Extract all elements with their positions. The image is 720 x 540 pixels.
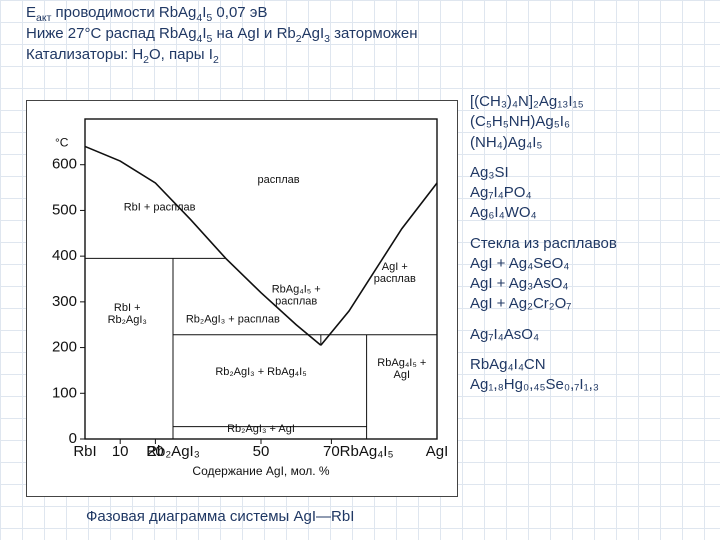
list-item: AgI + Ag₂Cr₂O₇ [470,294,617,314]
svg-text:100: 100 [52,384,77,401]
list-item: Ag₃SI [470,163,617,183]
header-line-3: Катализаторы: H2O, пары I2 [26,46,418,67]
list-item: AgI + Ag₄SeO₄ [470,254,617,274]
svg-text:Rb₂AgI₃: Rb₂AgI₃ [108,314,147,326]
list-item: AgI + Ag₃AsO₄ [470,274,617,294]
list-item: Ag₆I₄WO₄ [470,203,617,223]
list-item: Ag₇I₄PO₄ [470,183,617,203]
compound-list: [(CH₃)₄N]₂Ag₁₃I₁₅ (C₅H₅NH)Ag₅I₆ (NH₄)Ag₄… [470,92,617,395]
svg-text:400: 400 [52,247,77,264]
svg-text:300: 300 [52,293,77,310]
svg-text:Rb₂AgI₃: Rb₂AgI₃ [146,443,200,460]
phase-diagram-chart: 0100200300400500600°C10205070RbIAgIRb₂Ag… [26,100,458,497]
list-item: (NH₄)Ag₄I₅ [470,133,617,153]
header-line-1: Eакт проводимости RbAg4I5 0,07 эВ [26,4,418,25]
svg-text:70: 70 [323,443,340,460]
svg-text:расплав: расплав [258,174,300,186]
chart-caption: Фазовая диаграмма системы AgI—RbI [86,508,354,525]
list-item: (C₅H₅NH)Ag₅I₆ [470,112,617,132]
svg-text:RbAg₄I₅ +: RbAg₄I₅ + [377,357,426,369]
svg-text:расплав: расплав [374,273,416,285]
svg-text:Содержание AgI, мол. %: Содержание AgI, мол. % [192,464,329,478]
svg-text:Rb₂AgI₃ + расплав: Rb₂AgI₃ + расплав [186,313,280,325]
svg-text:RbAg₄I₅ +: RbAg₄I₅ + [272,284,321,296]
list-item: RbAg₄I₄CN [470,355,617,375]
svg-text:600: 600 [52,156,77,173]
header-line-2: Ниже 27°C распад RbAg4I5 на AgI и Rb2AgI… [26,25,418,46]
svg-text:Rb₂AgI₃ + AgI: Rb₂AgI₃ + AgI [227,423,295,435]
header-text: Eакт проводимости RbAg4I5 0,07 эВ Ниже 2… [26,4,418,67]
svg-text:50: 50 [253,443,270,460]
svg-text:AgI +: AgI + [382,261,408,273]
list-item: Ag₁,₈Hg₀,₄₅Se₀,₇I₁,₃ [470,375,617,395]
svg-text:RbAg₄I₅: RbAg₄I₅ [340,443,394,460]
svg-text:500: 500 [52,201,77,218]
svg-text:RbI: RbI [73,443,96,460]
svg-text:расплав: расплав [275,296,317,308]
svg-text:10: 10 [112,443,129,460]
svg-text:RbI + расплав: RbI + расплав [124,201,196,213]
svg-text:°C: °C [55,135,69,149]
svg-text:AgI: AgI [426,443,449,460]
svg-text:AgI: AgI [394,369,411,381]
svg-text:RbI +: RbI + [114,302,141,314]
svg-text:Rb₂AgI₃ + RbAg₄I₅: Rb₂AgI₃ + RbAg₄I₅ [215,366,306,378]
list-item: Стекла из расплавов [470,234,617,254]
list-item: [(CH₃)₄N]₂Ag₁₃I₁₅ [470,92,617,112]
list-item: Ag₇I₄AsO₄ [470,325,617,345]
svg-text:200: 200 [52,339,77,356]
